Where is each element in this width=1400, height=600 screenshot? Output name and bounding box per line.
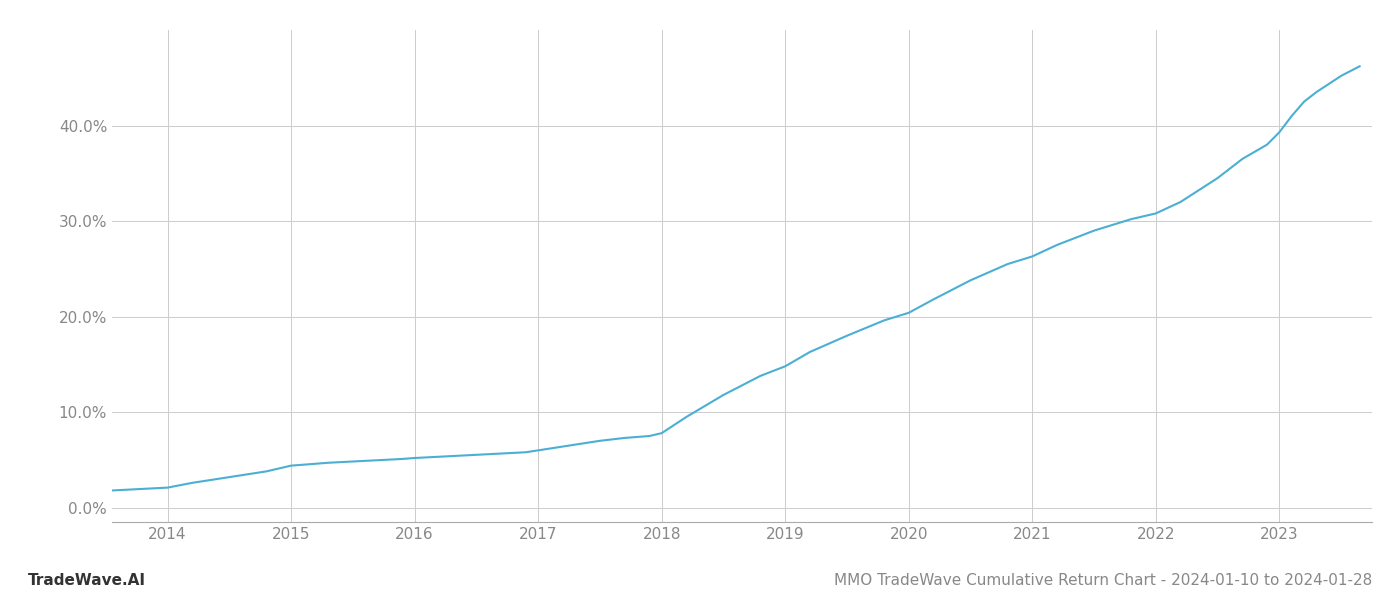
Text: TradeWave.AI: TradeWave.AI xyxy=(28,573,146,588)
Text: MMO TradeWave Cumulative Return Chart - 2024-01-10 to 2024-01-28: MMO TradeWave Cumulative Return Chart - … xyxy=(834,573,1372,588)
